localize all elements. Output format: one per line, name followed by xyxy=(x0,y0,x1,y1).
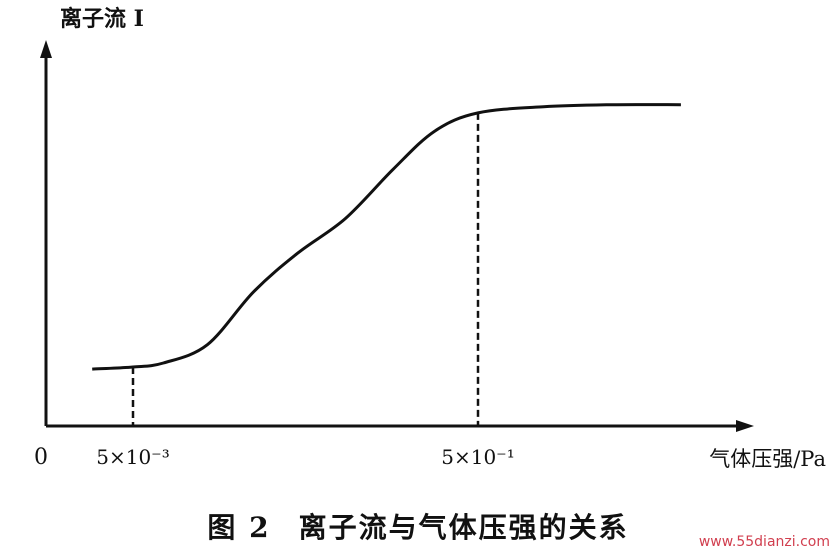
series-line xyxy=(92,103,681,371)
x-tick-labels: 5×10⁻³ 5×10⁻¹ xyxy=(96,445,515,469)
x-tick-label-2: 5×10⁻¹ xyxy=(441,445,515,469)
x-axis-label: 气体压强/Pa xyxy=(709,447,826,471)
caption-text: 离子流与气体压强的关系 xyxy=(298,511,629,544)
x-tick-label-1: 5×10⁻³ xyxy=(96,445,170,469)
x-axis-arrow xyxy=(736,420,754,432)
figure-number: 图 2 xyxy=(207,511,271,544)
y-axis-label: 离子流 I xyxy=(60,6,144,32)
reference-lines xyxy=(131,112,480,426)
origin-label: 0 xyxy=(34,445,48,470)
y-axis-arrow xyxy=(40,40,52,58)
figure-caption: 图 2 离子流与气体压强的关系 xyxy=(0,506,836,546)
axes xyxy=(40,40,754,432)
watermark: www.55dianzi.com xyxy=(698,534,830,550)
